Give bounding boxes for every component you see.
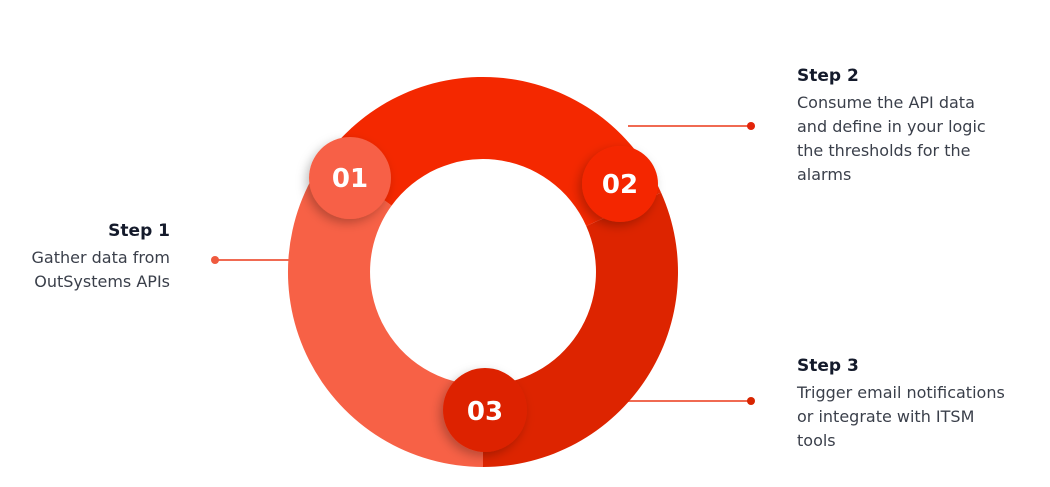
step-number-1: 01 [332,164,368,194]
step-2-description: Consume the API data and define in your … [797,93,986,184]
step-number-2: 02 [602,170,638,200]
ring-segment-3 [483,192,678,467]
step-2-text: Step 2 Consume the API data and define i… [797,65,1037,187]
step-3-description: Trigger email notifications or integrate… [797,383,1005,450]
step-2-title: Step 2 [797,66,859,86]
ring-segment-2 [325,76,662,226]
connector-step-2 [628,122,755,130]
connector-step-3 [610,397,755,405]
connector-step-1 [211,256,290,264]
step-1-title: Step 1 [108,221,170,241]
step-number-3: 03 [467,397,503,427]
step-badge-2: 02 [582,146,658,222]
step-1-text: Step 1 Gather data from OutSystems APIs [10,220,170,294]
step-3-title: Step 3 [797,356,859,376]
step-badge-3: 03 [443,368,527,452]
step-1-description: Gather data from OutSystems APIs [31,248,170,291]
step-badge-1: 01 [309,137,391,219]
ring-segment-1 [287,157,483,467]
step-3-text: Step 3 Trigger email notifications or in… [797,355,1042,453]
